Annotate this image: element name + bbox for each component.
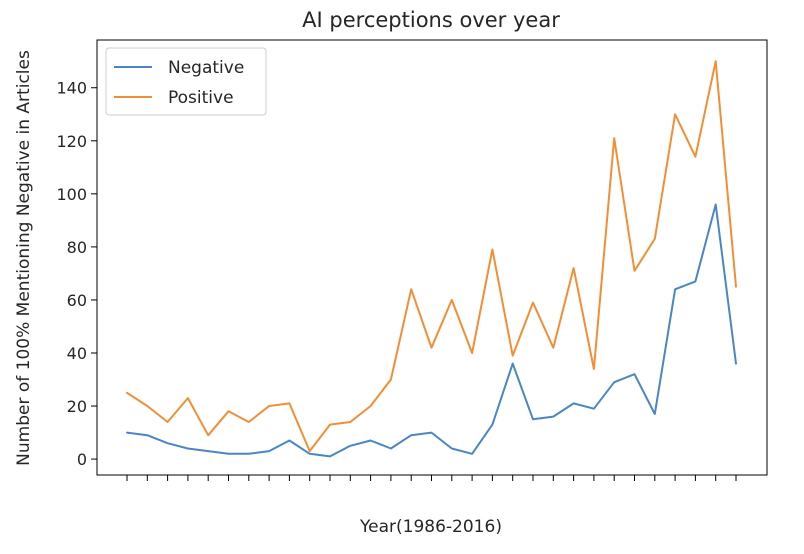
y-tick-label: 100 — [56, 185, 87, 204]
legend: Negative Positive — [105, 47, 267, 116]
y-axis: 0 20 40 60 80 100 120 140 — [56, 79, 97, 469]
y-tick-label: 40 — [67, 344, 87, 363]
y-axis-label: Number of 100% Mentioning Negative in Ar… — [14, 50, 34, 466]
y-tick-label: 140 — [56, 79, 87, 98]
y-tick-label: 60 — [67, 291, 87, 310]
x-axis — [126, 475, 737, 481]
legend-label-positive: Positive — [168, 88, 234, 108]
y-tick-label: 20 — [67, 397, 87, 416]
series-line-negative — [126, 203, 737, 458]
plot-series — [126, 60, 737, 458]
y-tick-label: 80 — [67, 238, 87, 257]
series-line-positive — [126, 60, 737, 453]
x-axis-label: Year(1986-2016) — [359, 517, 502, 537]
chart-title: AI perceptions over year — [302, 8, 560, 32]
y-tick-label: 0 — [77, 450, 87, 469]
y-tick-label: 120 — [56, 132, 87, 151]
legend-label-negative: Negative — [168, 58, 244, 78]
legend-box — [105, 47, 267, 116]
